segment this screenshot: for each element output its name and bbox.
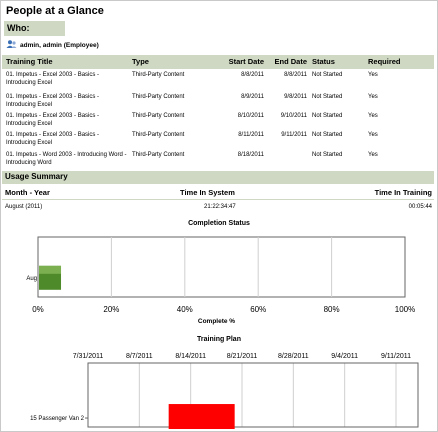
training-table-header: Training Title Type Start Date End Date … — [2, 55, 434, 69]
category-label: Aug — [26, 276, 37, 282]
status: Not Started — [312, 152, 343, 158]
start-date: 8/18/2011 — [237, 152, 264, 158]
date-tick-label: 9/11/2011 — [381, 353, 411, 360]
usage-month: August (2011) — [5, 204, 43, 210]
col-start-date: Start Date — [228, 57, 264, 66]
training-plan-chart: 7/31/2011 8/7/2011 8/14/2011 8/21/2011 8/28/… — [30, 353, 419, 429]
completion-chart-title: Completion Status — [188, 220, 250, 227]
tick-label: 80% — [324, 305, 340, 314]
category-label: 15 Passenger Van 2 — [30, 416, 85, 422]
col-time-in-system: Time In System — [180, 188, 235, 197]
training-type: Third-Party Content — [132, 132, 185, 138]
col-end-date: End Date — [274, 57, 307, 66]
col-status: Status — [312, 57, 335, 66]
usage-time-system: 21:22:34:47 — [204, 204, 236, 210]
user-name[interactable]: admin, admin (Employee) — [20, 42, 99, 49]
tick-label: 100% — [395, 305, 415, 314]
tick-label: 20% — [103, 305, 119, 314]
tick-label: 0% — [32, 305, 44, 314]
end-date: 8/8/2011 — [284, 72, 307, 78]
start-date: 8/8/2011 — [241, 72, 264, 78]
end-date: 9/8/2011 — [284, 94, 307, 100]
status: Not Started — [312, 113, 343, 119]
training-type: Third-Party Content — [132, 113, 185, 119]
col-month-year: Month - Year — [5, 188, 50, 197]
required: Yes — [368, 132, 378, 138]
plot-area — [37, 236, 406, 298]
col-type: Type — [132, 57, 149, 66]
x-axis-label: Complete % — [198, 318, 235, 325]
required: Yes — [368, 94, 378, 100]
end-date: 9/10/2011 — [280, 113, 307, 119]
date-tick-label: 7/31/2011 — [73, 353, 104, 360]
date-tick-label: 8/28/2011 — [278, 353, 309, 360]
completion-status-chart: 0% 20% 40% 60% 80% 100% Aug Complete % — [26, 236, 415, 325]
date-tick-label: 8/14/2011 — [175, 353, 206, 360]
training-title[interactable]: 01. Impetus - Excel 2003 - Basics - Intr… — [6, 132, 100, 146]
user-icon — [6, 40, 17, 48]
tick-label: 40% — [177, 305, 193, 314]
user-row: admin, admin (Employee) — [6, 40, 99, 51]
end-date: 9/11/2011 — [281, 132, 307, 138]
date-tick-label: 9/4/2011 — [331, 353, 358, 360]
bar-highlight — [39, 265, 62, 274]
who-label: Who: — [4, 21, 65, 36]
start-date: 8/11/2011 — [238, 132, 264, 138]
training-title[interactable]: 01. Impetus - Word 2003 - Introducing Wo… — [6, 152, 127, 166]
divider — [2, 199, 434, 200]
required: Yes — [368, 113, 378, 119]
training-title[interactable]: 01. Impetus - Excel 2003 - Basics - Intr… — [6, 113, 100, 127]
plot-area — [87, 362, 419, 428]
usage-time-training: 00:05:44 — [408, 204, 432, 210]
col-training-title: Training Title — [6, 57, 53, 66]
usage-summary-title: Usage Summary — [5, 172, 68, 181]
date-tick-label: 8/21/2011 — [227, 353, 258, 360]
training-title[interactable]: 01. Impetus - Excel 2003 - Basics - Intr… — [6, 72, 100, 86]
training-type: Third-Party Content — [132, 152, 185, 158]
start-date: 8/9/2011 — [241, 94, 264, 100]
training-plan-title: Training Plan — [197, 336, 241, 343]
start-date: 8/10/2011 — [237, 113, 264, 119]
training-type: Third-Party Content — [132, 94, 185, 100]
col-time-in-training: Time In Training — [374, 188, 432, 197]
page-title: People at a Glance — [6, 5, 104, 17]
date-tick-label: 8/7/2011 — [126, 353, 153, 360]
required: Yes — [368, 72, 378, 78]
training-title[interactable]: 01. Impetus - Excel 2003 - Basics - Intr… — [6, 94, 100, 108]
training-type: Third-Party Content — [132, 72, 185, 78]
usage-summary-header: Usage Summary — [2, 171, 434, 184]
status: Not Started — [312, 132, 343, 138]
col-required: Required — [368, 57, 401, 66]
status: Not Started — [312, 72, 343, 78]
required: Yes — [368, 152, 378, 158]
tick-label: 60% — [250, 305, 266, 314]
plan-bar — [168, 404, 235, 429]
status: Not Started — [312, 94, 343, 100]
